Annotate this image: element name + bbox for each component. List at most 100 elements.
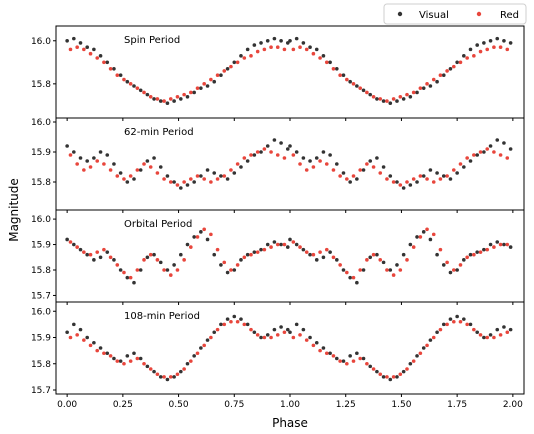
data-point-red bbox=[262, 247, 267, 252]
data-point-visual bbox=[92, 156, 96, 160]
data-point-red bbox=[182, 367, 186, 371]
data-point-red bbox=[398, 183, 403, 187]
data-point-red bbox=[458, 162, 463, 166]
data-point-red bbox=[155, 372, 160, 377]
y-tick-label: 16.0 bbox=[31, 307, 51, 317]
data-point-visual bbox=[265, 242, 270, 247]
data-point-red bbox=[465, 255, 469, 260]
data-point-visual bbox=[488, 242, 493, 247]
data-point-red bbox=[304, 250, 309, 254]
data-point-red bbox=[331, 255, 336, 260]
data-point-visual bbox=[112, 258, 116, 262]
data-point-visual bbox=[335, 356, 339, 361]
data-point-red bbox=[338, 73, 342, 78]
x-tick-label: 0.75 bbox=[224, 400, 244, 410]
data-point-visual bbox=[495, 240, 500, 244]
data-point-visual bbox=[172, 263, 176, 267]
data-point-visual bbox=[132, 177, 136, 181]
data-point-visual bbox=[105, 250, 110, 254]
data-point-visual bbox=[212, 330, 217, 335]
data-point-red bbox=[168, 375, 173, 379]
data-point-visual bbox=[279, 141, 283, 145]
data-point-red bbox=[175, 372, 180, 377]
data-point-red bbox=[282, 156, 287, 160]
data-point-red bbox=[189, 359, 193, 363]
data-point-visual bbox=[502, 141, 506, 145]
data-point-red bbox=[311, 252, 316, 257]
data-point-visual bbox=[185, 183, 190, 187]
data-point-red bbox=[175, 94, 180, 99]
data-point-visual bbox=[381, 165, 386, 169]
data-point-visual bbox=[355, 280, 359, 285]
data-point-red bbox=[324, 351, 329, 356]
data-point-visual bbox=[125, 275, 130, 280]
data-point-red bbox=[365, 90, 369, 95]
data-point-red bbox=[255, 333, 260, 337]
data-point-red bbox=[338, 263, 342, 267]
data-point-visual bbox=[475, 330, 480, 335]
data-point-visual bbox=[341, 73, 346, 78]
data-point-visual bbox=[158, 260, 163, 265]
data-point-visual bbox=[375, 252, 379, 257]
data-point-red bbox=[351, 174, 356, 178]
data-point-red bbox=[82, 250, 86, 254]
x-tick-label: 1.75 bbox=[447, 400, 467, 410]
data-point-visual bbox=[259, 335, 263, 340]
data-point-red bbox=[298, 162, 302, 166]
data-point-red bbox=[425, 227, 429, 232]
data-point-red bbox=[175, 183, 180, 187]
data-point-red bbox=[445, 174, 449, 178]
data-point-visual bbox=[335, 66, 339, 71]
data-point-visual bbox=[165, 101, 170, 106]
data-point-red bbox=[478, 250, 483, 254]
data-point-visual bbox=[212, 79, 217, 84]
data-point-visual bbox=[468, 47, 473, 52]
data-point-red bbox=[385, 375, 389, 379]
data-point-red bbox=[418, 235, 423, 239]
data-point-visual bbox=[348, 79, 352, 84]
data-point-red bbox=[465, 322, 469, 327]
data-point-red bbox=[269, 245, 273, 249]
data-point-red bbox=[255, 250, 260, 254]
data-point-red bbox=[304, 47, 309, 52]
data-point-red bbox=[235, 162, 240, 166]
data-point-red bbox=[242, 56, 247, 60]
data-point-red bbox=[168, 273, 173, 277]
data-point-red bbox=[458, 60, 463, 65]
data-point-visual bbox=[132, 280, 136, 285]
data-point-red bbox=[142, 162, 146, 166]
data-point-visual bbox=[308, 335, 312, 340]
data-point-red bbox=[498, 242, 503, 247]
data-point-red bbox=[431, 232, 436, 237]
data-point-visual bbox=[308, 45, 312, 50]
data-point-visual bbox=[78, 247, 83, 252]
data-point-red bbox=[135, 356, 140, 361]
data-point-visual bbox=[179, 186, 183, 190]
data-point-red bbox=[168, 97, 173, 101]
data-point-red bbox=[405, 258, 409, 262]
data-point-visual bbox=[314, 340, 319, 345]
data-point-visual bbox=[199, 346, 203, 350]
data-point-visual bbox=[245, 47, 250, 52]
data-point-visual bbox=[294, 36, 299, 41]
data-point-red bbox=[465, 156, 469, 160]
data-point-visual bbox=[495, 138, 500, 142]
data-point-red bbox=[492, 335, 496, 340]
data-point-red bbox=[209, 232, 213, 237]
data-point-red bbox=[155, 171, 160, 175]
data-point-visual bbox=[455, 314, 459, 319]
data-point-visual bbox=[301, 41, 306, 45]
data-point-red bbox=[88, 165, 93, 169]
data-point-red bbox=[148, 367, 153, 371]
data-point-red bbox=[162, 99, 166, 103]
data-point-visual bbox=[428, 84, 433, 88]
data-point-visual bbox=[199, 86, 203, 90]
data-point-visual bbox=[92, 340, 96, 345]
data-point-visual bbox=[508, 41, 513, 45]
data-point-visual bbox=[381, 260, 386, 265]
data-point-visual bbox=[401, 252, 406, 257]
data-point-visual bbox=[415, 90, 419, 95]
legend-frame bbox=[383, 3, 527, 25]
data-point-red bbox=[331, 168, 336, 172]
data-point-red bbox=[331, 354, 336, 358]
